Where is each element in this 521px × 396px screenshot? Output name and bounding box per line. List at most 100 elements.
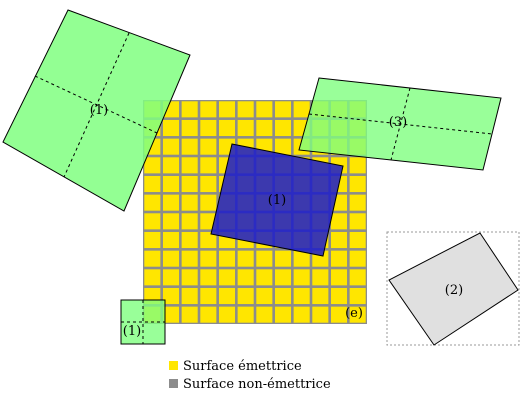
grid-cell xyxy=(181,101,198,118)
grid-cell xyxy=(144,157,161,174)
legend-non-emitting-swatch xyxy=(169,379,178,388)
grid-cell xyxy=(274,250,292,267)
grid-cell xyxy=(237,306,254,323)
grid-cell xyxy=(330,269,348,286)
grid-cell xyxy=(181,138,198,155)
grid-cell xyxy=(237,119,254,137)
grid-cell xyxy=(200,119,217,137)
grid-cell xyxy=(144,231,161,249)
label-blue: (1) xyxy=(268,193,286,208)
grid-cell xyxy=(144,250,161,267)
legend-emitting-label: Surface émettrice xyxy=(183,359,302,374)
grid-cell xyxy=(349,175,366,193)
grid-cell xyxy=(181,231,198,249)
grid-cell xyxy=(349,287,366,305)
grid-cell xyxy=(181,269,198,286)
grid-cell xyxy=(200,101,217,118)
grid-cell xyxy=(162,175,180,193)
grid-cell xyxy=(144,194,161,211)
label-gray: (2) xyxy=(445,283,463,298)
grid-cell xyxy=(218,250,236,267)
green-square-small: (1) xyxy=(120,299,166,345)
grid-cell xyxy=(218,119,236,137)
grid-cell xyxy=(181,119,198,137)
grid-cell xyxy=(162,306,180,323)
grid-cell xyxy=(330,213,348,230)
grid-cell xyxy=(162,213,180,230)
grid-cell xyxy=(237,269,254,286)
grid-cell xyxy=(200,157,217,174)
legend: Surface émettrice Surface non-émettrice xyxy=(169,359,331,392)
green-square-large: (1) xyxy=(2,9,191,212)
grid-cell xyxy=(218,101,236,118)
grid-cell xyxy=(181,213,198,230)
grid-cell xyxy=(144,269,161,286)
grid-cell xyxy=(349,194,366,211)
grid-cell xyxy=(330,231,348,249)
grid-cell xyxy=(293,269,310,286)
grid-cell xyxy=(181,250,198,267)
green-rectangle-right: (3) xyxy=(298,77,502,171)
grid-cell xyxy=(200,231,217,249)
grid-cell xyxy=(256,119,273,137)
grid-cell xyxy=(274,119,292,137)
grid-cell xyxy=(162,269,180,286)
grid-cell xyxy=(200,269,217,286)
grid-cell xyxy=(144,175,161,193)
grid-cell xyxy=(256,306,273,323)
grid-cell xyxy=(312,269,329,286)
grid-cell xyxy=(181,194,198,211)
grid-cell xyxy=(293,287,310,305)
grid-cell xyxy=(200,138,217,155)
grid-cell xyxy=(144,213,161,230)
grid-cell xyxy=(312,306,329,323)
blue-rectangle: (1) xyxy=(210,143,344,257)
grid-cell xyxy=(200,175,217,193)
grid-cell xyxy=(218,287,236,305)
grid-cell xyxy=(274,287,292,305)
grid-cell xyxy=(256,250,273,267)
grid-cell xyxy=(237,287,254,305)
grid-cell xyxy=(274,101,292,118)
grid-cell xyxy=(293,306,310,323)
label-small-green: (1) xyxy=(123,324,141,339)
grid-cell xyxy=(162,250,180,267)
grid-cell xyxy=(349,306,366,323)
grid-cell xyxy=(162,194,180,211)
grid-cell xyxy=(349,250,366,267)
grid-cell xyxy=(349,157,366,174)
grid-cell xyxy=(349,213,366,230)
grid-cell xyxy=(330,287,348,305)
grid-cell xyxy=(200,306,217,323)
grid-cell xyxy=(218,306,236,323)
grid-cell xyxy=(349,269,366,286)
grid-cell xyxy=(293,250,310,267)
grid-cell xyxy=(312,287,329,305)
legend-non-emitting-label: Surface non-émettrice xyxy=(183,377,331,392)
grid-cell xyxy=(181,175,198,193)
grid-cell xyxy=(162,138,180,155)
grid-cell xyxy=(200,250,217,267)
grid-cell xyxy=(181,306,198,323)
grid-cell xyxy=(181,287,198,305)
grid-cell xyxy=(330,306,348,323)
grid-cell xyxy=(181,157,198,174)
grid-cell xyxy=(237,101,254,118)
grid-cell xyxy=(162,231,180,249)
grid-cell xyxy=(330,250,348,267)
grid-cell xyxy=(293,101,310,118)
grid-cell xyxy=(256,287,273,305)
grid-cell xyxy=(162,287,180,305)
grid-cell xyxy=(200,213,217,230)
label-grid-e: (e) xyxy=(345,306,363,321)
grid-cell xyxy=(162,157,180,174)
grid-cell xyxy=(256,101,273,118)
grid-cell xyxy=(200,287,217,305)
grid-cell xyxy=(237,250,254,267)
grid-cell xyxy=(256,269,273,286)
grid-cell xyxy=(218,269,236,286)
grid-cell xyxy=(200,194,217,211)
grid-cell xyxy=(162,119,180,137)
legend-emitting-swatch xyxy=(169,361,178,370)
